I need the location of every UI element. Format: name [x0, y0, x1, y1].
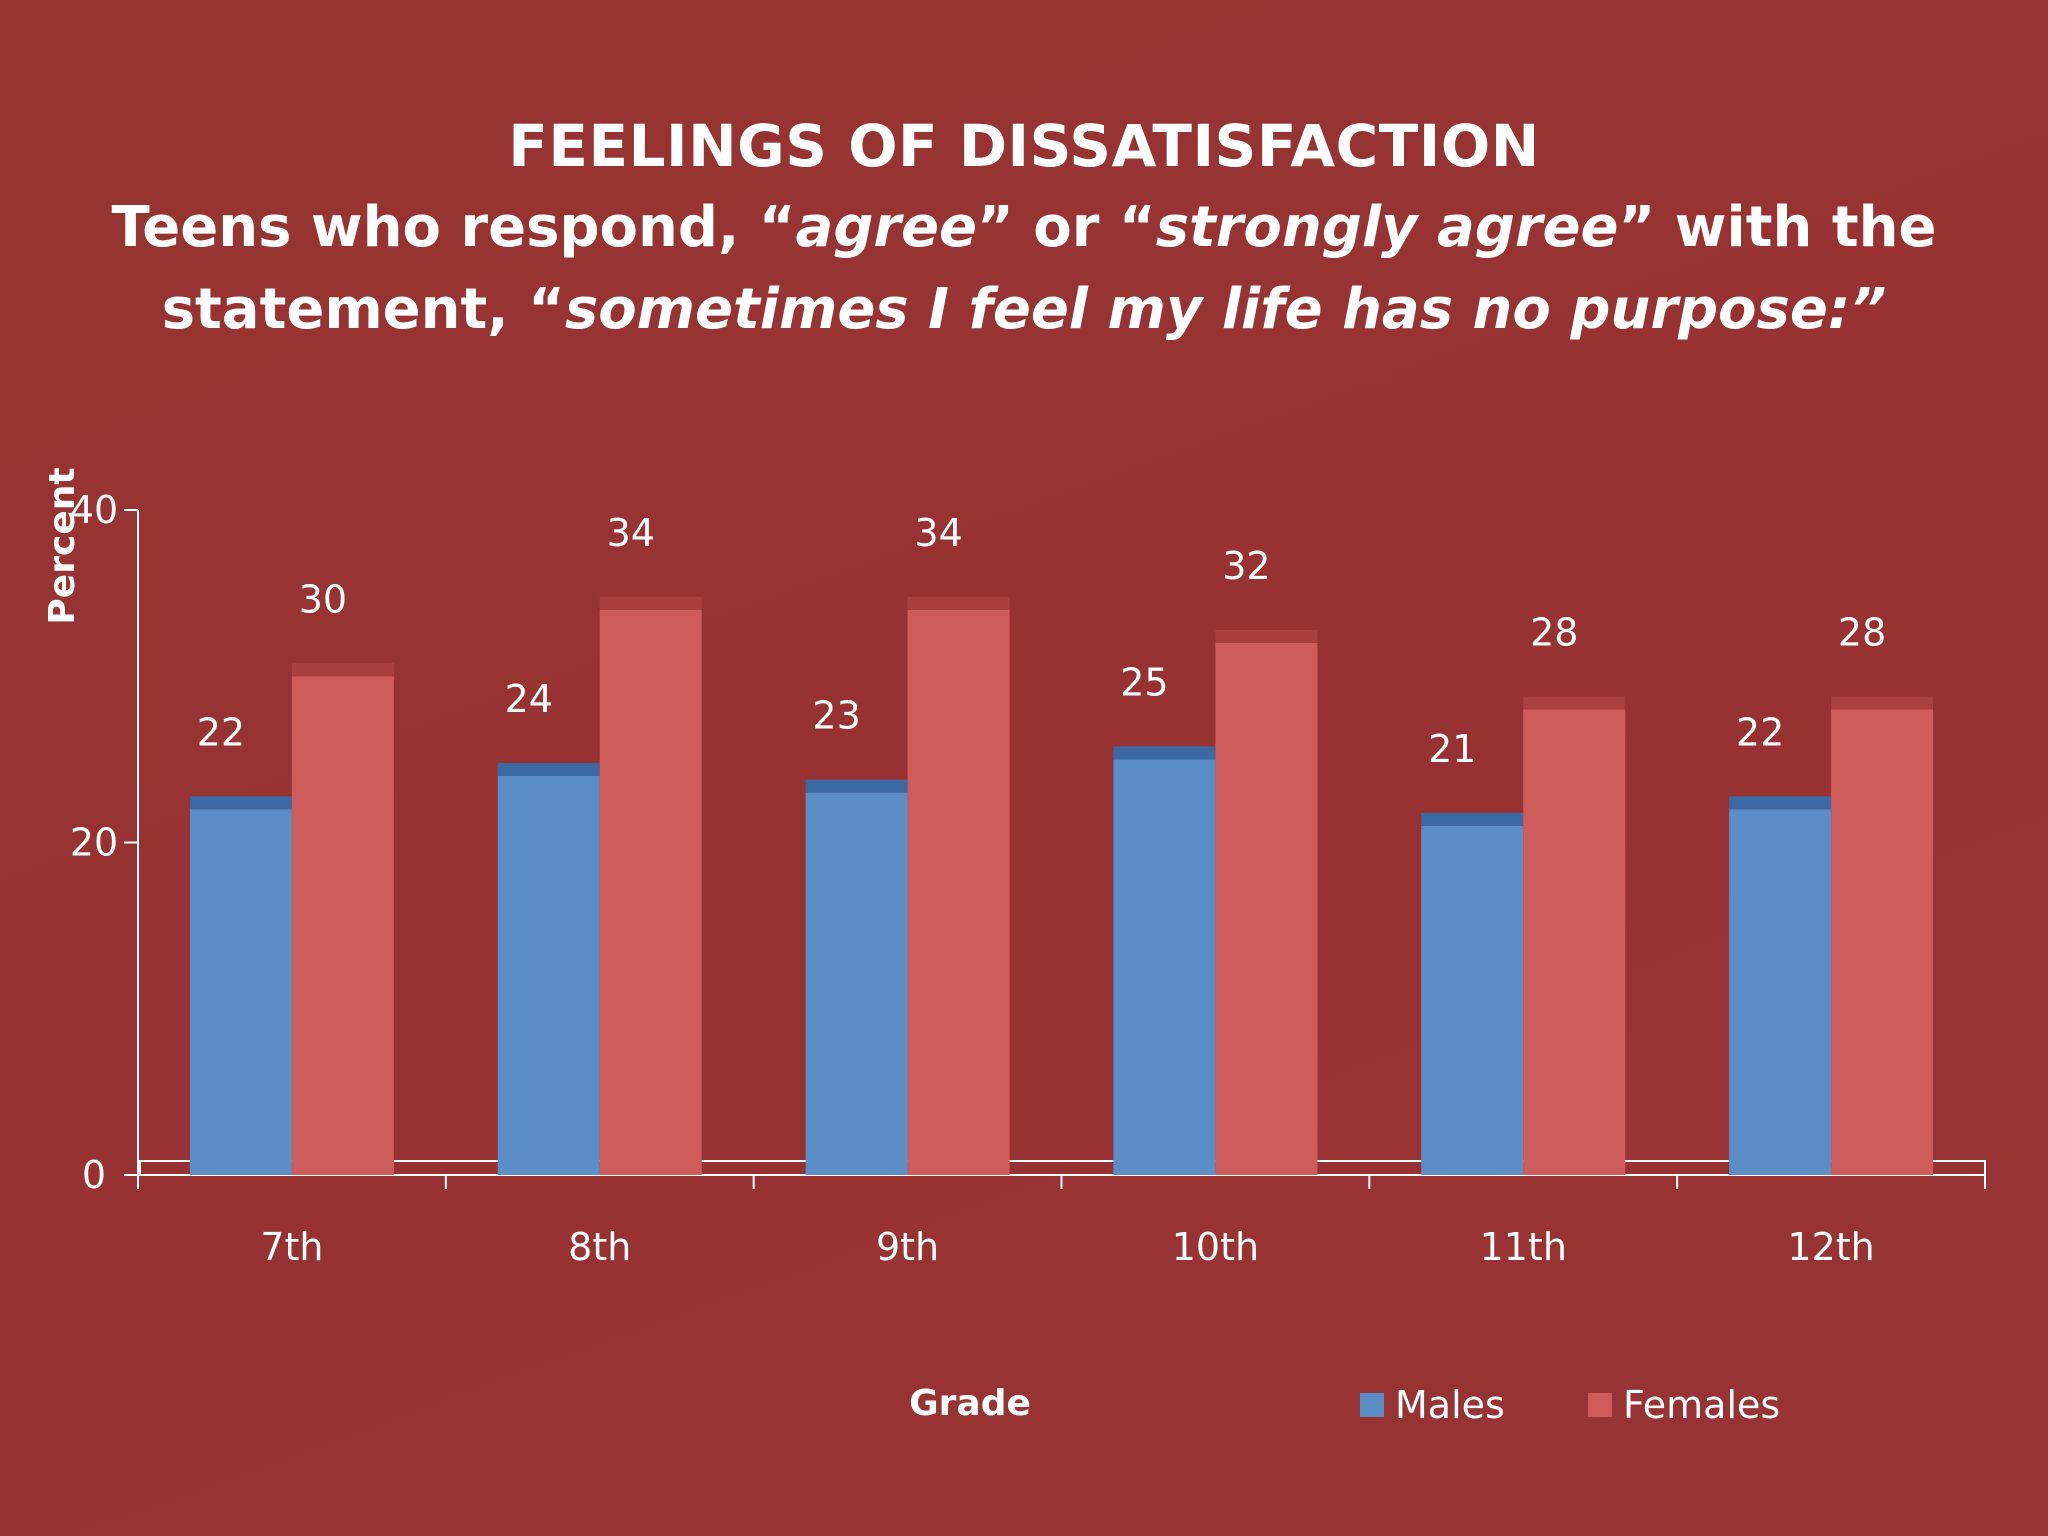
x-tick-label: 9th: [876, 1225, 939, 1269]
x-axis-title: Grade: [909, 1383, 1031, 1424]
bar-top-females: [1523, 696, 1626, 710]
legend-label-males: Males: [1395, 1383, 1505, 1427]
data-label-females: 28: [1838, 611, 1886, 655]
subtitle-part: Teens who respond, “: [111, 195, 796, 260]
data-label-males: 23: [812, 694, 860, 738]
data-label-males: 22: [197, 710, 245, 754]
data-label-males: 21: [1428, 727, 1476, 771]
y-tick-label: 0: [82, 1153, 106, 1197]
bar-top-males: [1421, 812, 1524, 826]
title-block: FEELINGS OF DISSATISFACTION Teens who re…: [0, 105, 2048, 351]
bar-top-females: [1215, 630, 1318, 643]
y-tick-label: 40: [70, 488, 118, 532]
bar-males: [1113, 759, 1216, 1175]
x-tick-label: 7th: [260, 1225, 323, 1269]
legend-swatch-males: [1360, 1393, 1384, 1417]
subtitle-part: strongly agree: [1155, 195, 1619, 260]
x-tick-label: 10th: [1172, 1225, 1259, 1269]
data-label-males: 22: [1736, 710, 1784, 754]
bar-top-males: [497, 763, 600, 776]
data-label-females: 32: [1222, 544, 1270, 588]
bar-females: [1523, 709, 1626, 1175]
x-tick-label: 12th: [1787, 1225, 1874, 1269]
data-label-females: 34: [914, 511, 962, 555]
legend-swatch-females: [1588, 1393, 1612, 1417]
bar-top-males: [1729, 796, 1832, 810]
bar-males: [497, 776, 600, 1175]
bar-top-males: [805, 779, 908, 793]
data-label-males: 24: [505, 677, 553, 721]
subtitle-part: ” or “: [976, 195, 1156, 260]
bar-females: [1215, 643, 1318, 1175]
data-label-females: 28: [1530, 611, 1578, 655]
bar-top-females: [291, 663, 394, 677]
bar-males: [189, 809, 292, 1175]
bar-top-females: [907, 596, 1010, 610]
x-tick-label: 11th: [1480, 1225, 1567, 1269]
subtitle-part: agree: [795, 195, 977, 260]
y-axis-title: Percent: [42, 467, 83, 624]
subtitle-part: sometimes I feel my life has no purpose:…: [564, 277, 1887, 342]
bar-males: [1421, 825, 1524, 1175]
bar-females: [1831, 709, 1934, 1175]
bar-top-females: [599, 596, 702, 610]
chart-subtitle: Teens who respond, “agree” or “strongly …: [84, 187, 1964, 351]
x-tick-label: 8th: [568, 1225, 631, 1269]
bar-top-males: [1113, 746, 1216, 760]
y-tick-label: 20: [70, 821, 118, 865]
subtitle-part: ” with the statement, “: [161, 195, 1937, 342]
data-label-males: 25: [1120, 660, 1168, 704]
bar-females: [907, 609, 1010, 1175]
data-label-females: 30: [299, 577, 347, 621]
data-label-females: 34: [607, 511, 655, 555]
bar-males: [1729, 809, 1832, 1175]
bar-top-males: [189, 796, 292, 810]
bar-males: [805, 792, 908, 1175]
legend-label-females: Females: [1623, 1383, 1780, 1427]
bar-females: [599, 609, 702, 1175]
bar-top-females: [1831, 696, 1934, 710]
bar-females: [291, 676, 394, 1175]
chart-floor: [139, 1160, 1986, 1176]
chart-title: FEELINGS OF DISSATISFACTION: [508, 112, 1540, 180]
